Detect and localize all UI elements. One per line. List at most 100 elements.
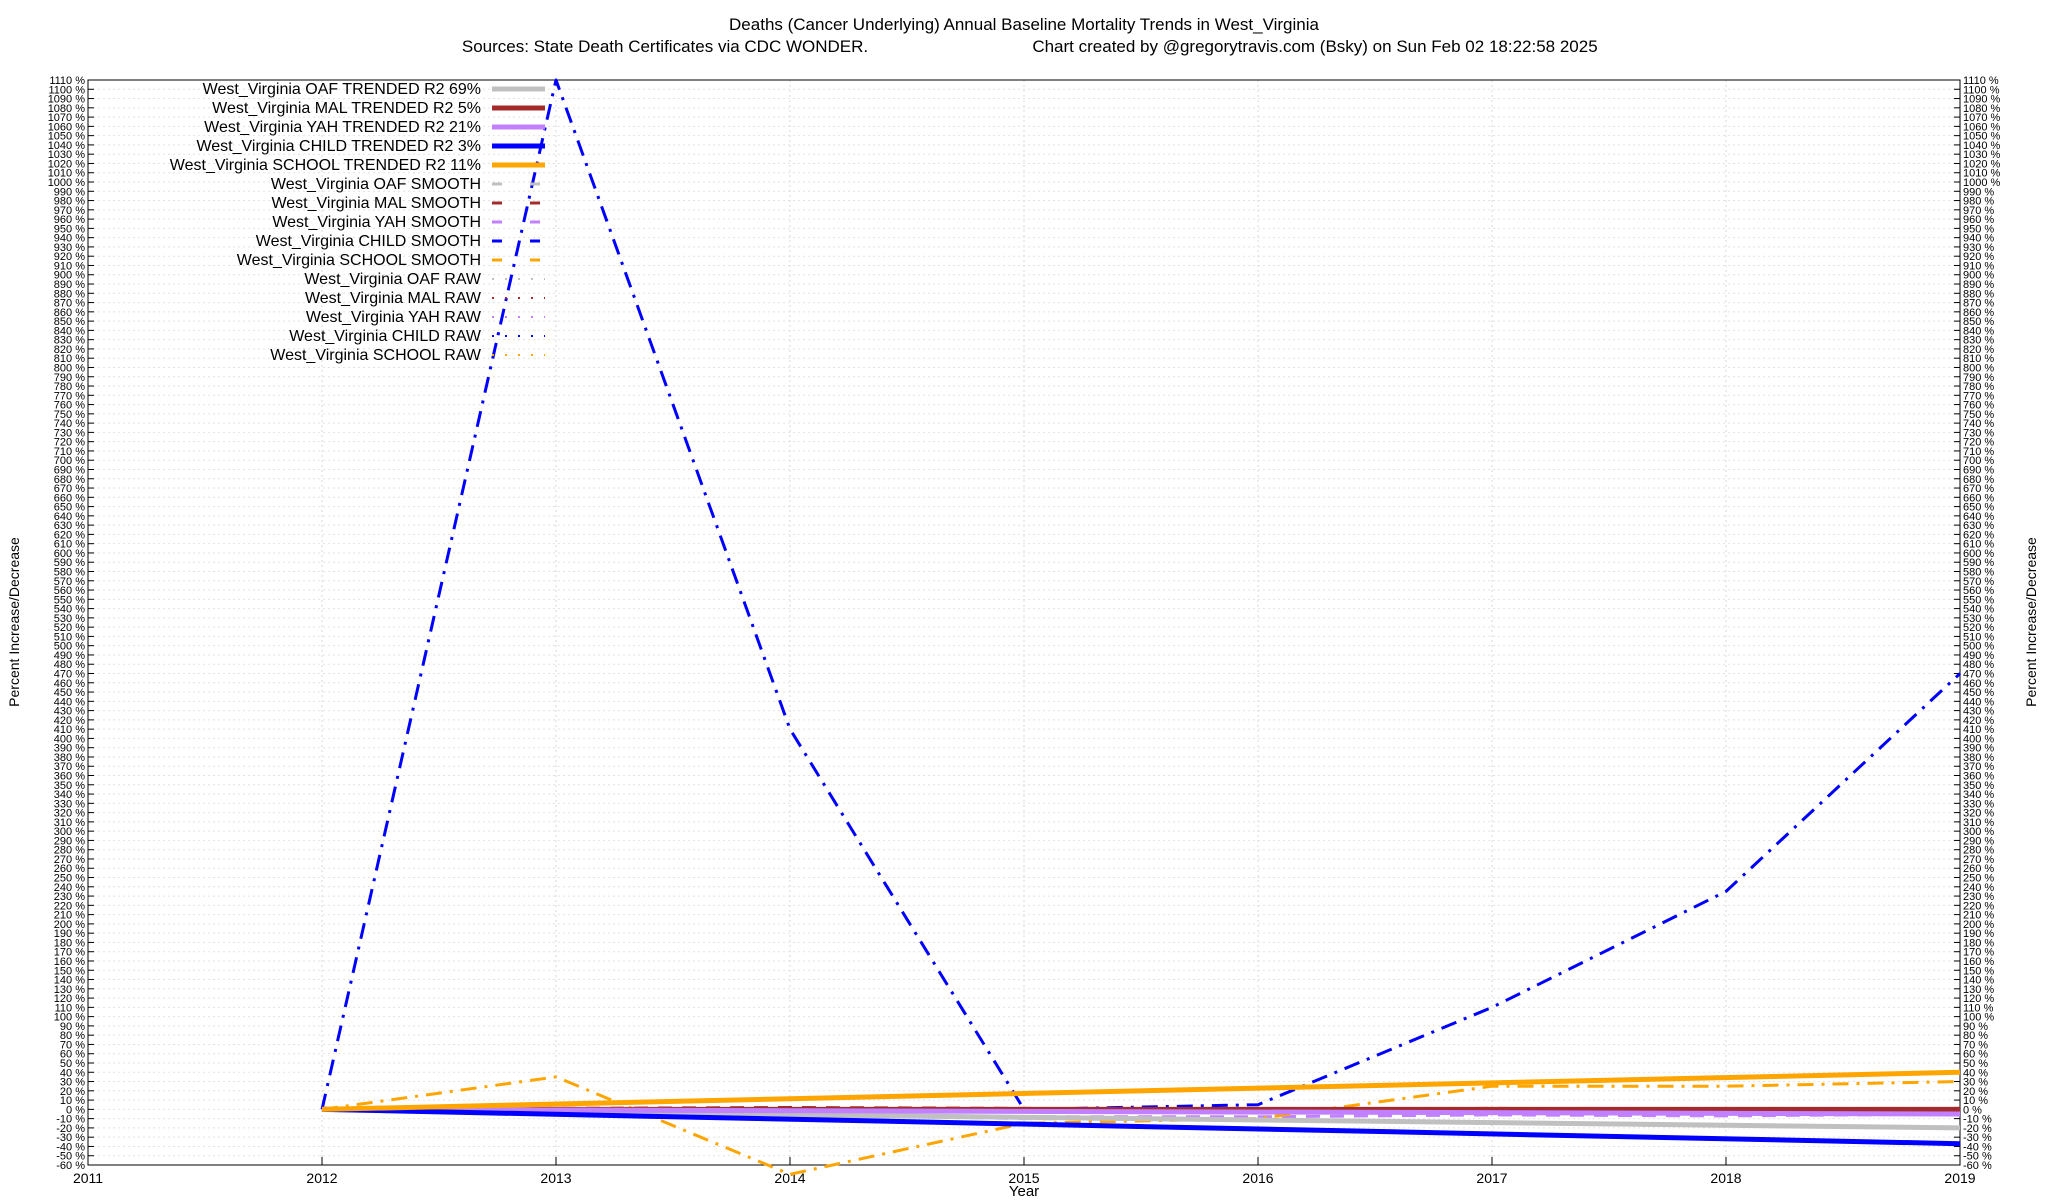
legend-label: West_Virginia SCHOOL SMOOTH [237,252,481,269]
y-tick-label-right: 40 % [1963,1067,1988,1079]
y-tick-label-left: -60 % [56,1160,85,1172]
legend-label: West_Virginia MAL RAW [305,290,482,307]
y-tick-label-left: 600 % [54,548,85,560]
y-tick-label-left: 150 % [54,965,85,977]
y-tick-label-left: 110 % [55,1002,86,1014]
y-tick-label-right: 580 % [1963,566,1994,578]
y-tick-label-left: 370 % [54,761,85,773]
y-tick-label-right: 230 % [1963,891,1994,903]
y-tick-label-right: 870 % [1963,298,1994,310]
y-tick-label-left: 380 % [54,752,85,764]
y-tick-label-right: 650 % [1963,502,1994,514]
y-tick-label-left: 400 % [54,733,85,745]
y-tick-label-left: 470 % [54,669,85,681]
y-tick-label-right: 520 % [1963,622,1994,634]
y-tick-label-right: 800 % [1963,362,1994,374]
y-tick-label-right: 1010 % [1963,168,2001,180]
y-tick-label-right: 830 % [1963,335,1994,347]
y-tick-label-left: 760 % [54,400,85,412]
y-tick-label-right: 180 % [1963,937,1994,949]
y-tick-label-right: 950 % [1963,223,1994,235]
y-tick-label-left: 350 % [54,780,85,792]
y-tick-label-right: 640 % [1963,511,1994,523]
y-tick-label-right: 1060 % [1963,121,2001,133]
y-tick-label-left: 990 % [54,186,85,198]
y-tick-label-left: 330 % [54,798,85,810]
x-tick-label: 2012 [306,1170,337,1186]
y-tick-label-left: 170 % [54,947,85,959]
y-tick-label-right: 790 % [1963,372,1994,384]
y-tick-label-left: 880 % [54,288,85,300]
y-tick-label-right: 600 % [1963,548,1994,560]
y-tick-label-right: 940 % [1963,233,1994,245]
y-tick-label-right: 1070 % [1963,112,2001,124]
y-tick-label-left: 870 % [54,298,85,310]
y-tick-label-right: 20 % [1963,1086,1988,1098]
y-tick-label-left: 1100 % [49,84,86,96]
y-tick-label-right: 220 % [1963,900,1994,912]
y-tick-label-right: 290 % [1963,835,1994,847]
y-tick-label-right: 390 % [1963,743,1994,755]
legend-label: West_Virginia CHILD SMOOTH [256,233,481,250]
y-tick-label-left: 160 % [54,956,85,968]
y-tick-label-left: 830 % [54,335,85,347]
chart-subtitle-left: Sources: State Death Certificates via CD… [462,37,868,56]
y-tick-label-left: 440 % [54,696,85,708]
y-tick-label-right: 0 % [1963,1104,1982,1116]
y-tick-label-left: -40 % [56,1141,85,1153]
y-axis-right-ticks: -60 %-50 %-40 %-30 %-20 %-10 %0 %10 %20 … [1954,75,2001,1172]
y-tick-label-right: 260 % [1963,863,1994,875]
y-tick-label-left: 770 % [54,390,85,402]
series-line-3 [321,1106,1961,1147]
x-axis-ticks: 2011 2012 2013 2014 2015 2016 2017 2018 2019 [73,1157,1976,1186]
y-tick-label-left: 300 % [54,826,85,838]
y-tick-label-right: 200 % [1963,919,1994,931]
y-tick-label-left: 270 % [54,854,85,866]
y-tick-label-right: 300 % [1963,826,1994,838]
y-tick-label-left: 550 % [54,594,85,606]
legend-label: West_Virginia YAH SMOOTH [272,214,481,231]
y-axis-label-left: Percent Increase/Decrease [6,537,22,707]
y-tick-label-left: 580 % [54,566,85,578]
y-tick-label-left: 460 % [54,678,85,690]
y-tick-label-left: 1070 % [48,112,86,124]
y-tick-label-right: -30 % [1963,1132,1992,1144]
y-tick-label-right: 980 % [1963,196,1994,208]
grid [87,79,1961,1166]
x-tick-label: 2013 [540,1170,571,1186]
y-tick-label-left: 1090 % [48,94,86,106]
y-tick-label-right: 1020 % [1963,158,2001,170]
y-tick-label-right: 530 % [1963,613,1994,625]
y-tick-label-right: 670 % [1963,483,1994,495]
y-tick-label-left: 480 % [54,659,85,671]
series-line-8 [320,78,1962,1111]
y-tick-label-right: 960 % [1963,214,1994,226]
y-tick-label-right: 900 % [1963,270,1994,282]
y-tick-label-right: 810 % [1963,353,1994,365]
y-tick-label-left: 610 % [54,539,85,551]
y-tick-label-left: 20 % [60,1086,85,1098]
y-tick-label-right: 330 % [1963,798,1994,810]
y-tick-label-right: 850 % [1963,316,1994,328]
legend-label: West_Virginia OAF SMOOTH [271,176,481,193]
y-tick-label-left: 220 % [54,900,85,912]
y-tick-label-right: 350 % [1963,780,1994,792]
y-tick-label-left: 740 % [54,418,85,430]
y-tick-label-left: 290 % [54,835,85,847]
legend-label: West_Virginia MAL SMOOTH [271,195,481,212]
y-tick-label-right: 570 % [1963,576,1994,588]
y-tick-label-left: 630 % [54,520,85,532]
y-tick-label-left: 310 % [54,817,85,829]
y-tick-label-left: -20 % [56,1123,85,1135]
y-tick-label-left: 950 % [54,223,85,235]
y-tick-label-left: 490 % [54,650,85,662]
legend-label: West_Virginia OAF RAW [304,271,482,288]
y-tick-label-right: 160 % [1963,956,1994,968]
y-tick-label-left: 970 % [54,205,85,217]
y-tick-label-left: 800 % [54,362,85,374]
y-tick-label-right: 970 % [1963,205,1994,217]
y-tick-label-right: 130 % [1963,984,1994,996]
y-tick-label-left: 820 % [54,344,85,356]
y-tick-label-right: 1080 % [1963,103,2001,115]
y-tick-label-left: 520 % [54,622,85,634]
